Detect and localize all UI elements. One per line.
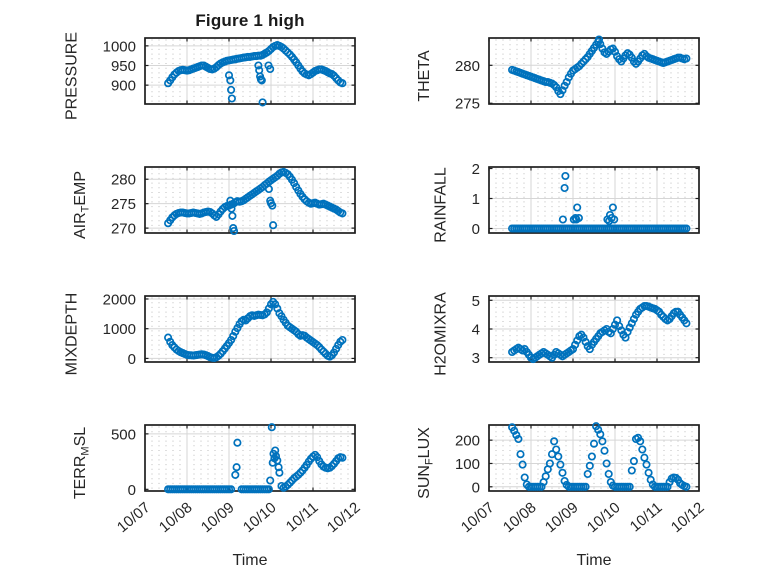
axes-box [488, 166, 700, 234]
subplot-sun_flux: 0 100 200 SUNFLUX 10/07 10/08 10/09 10/10 10/11 1… [416, 422, 708, 536]
x-axis-label-right: Time [576, 552, 612, 569]
tick-marks [144, 425, 356, 491]
x-tick-labels: 10/07 10/08 10/09 10/10 10/11 10/12 [114, 499, 364, 536]
x-axis-label-left: Time [232, 552, 268, 569]
data-points [164, 41, 347, 107]
data-points [508, 422, 691, 491]
svg-text:1000: 1000 [103, 321, 136, 338]
svg-text:10/12: 10/12 [668, 499, 708, 536]
subplot-air_temp: 270 275 280 AIRTEMP [72, 166, 356, 239]
subplot-mixdepth: 0 1000 2000 MIXDEPTH [63, 291, 356, 376]
x-tick-labels: 10/07 10/08 10/09 10/10 10/11 10/12 [458, 499, 708, 536]
svg-text:2000: 2000 [103, 291, 136, 308]
svg-text:1000: 1000 [103, 38, 136, 55]
svg-text:10/08: 10/08 [156, 499, 196, 536]
y-tick-labels: 0 1 2 [472, 161, 480, 238]
axes-box [488, 37, 700, 105]
svg-text:10/07: 10/07 [458, 499, 498, 536]
svg-text:10/12: 10/12 [324, 499, 364, 536]
y-axis-label: PRESSURE [63, 32, 80, 120]
svg-text:275: 275 [455, 96, 480, 113]
grid-major [146, 168, 354, 232]
data-points [508, 35, 691, 99]
data-points [508, 301, 691, 364]
y-tick-labels: 270 275 280 [111, 172, 136, 238]
y-axis-label: RAINFALL [433, 167, 450, 243]
axes-box [144, 166, 356, 234]
subplot-pressure: 900 950 1000 PRESSURE [63, 32, 356, 120]
subplot-terr_msl: 0 500 TERRMSL 10/07 10/08 10/09 10/10 10/11 10/1… [72, 423, 364, 536]
axes-box [144, 37, 356, 105]
tick-marks [144, 167, 356, 233]
data-points [164, 167, 347, 236]
y-tick-labels: 275 280 [455, 58, 480, 113]
svg-text:0: 0 [128, 351, 136, 368]
svg-text:10/11: 10/11 [283, 499, 322, 535]
svg-text:100: 100 [455, 456, 480, 473]
y-axis-label: H2OMIXRA [433, 292, 450, 376]
y-axis-label: TERRMSL [72, 427, 92, 499]
svg-text:4: 4 [472, 322, 480, 339]
svg-text:3: 3 [472, 350, 480, 367]
svg-text:950: 950 [111, 58, 136, 75]
svg-text:0: 0 [472, 221, 480, 238]
grid-major [146, 426, 354, 490]
svg-text:10/08: 10/08 [500, 499, 540, 536]
svg-text:900: 900 [111, 78, 136, 95]
tick-marks [144, 38, 356, 104]
grid-minor [495, 168, 693, 232]
grid-major [146, 297, 354, 361]
data-points [508, 171, 691, 233]
y-tick-labels: 0 1000 2000 [103, 291, 136, 367]
svg-text:200: 200 [455, 433, 480, 450]
tick-marks [488, 167, 700, 233]
axes-box [488, 424, 700, 492]
figure-title: Figure 1 high [195, 11, 305, 30]
svg-text:2: 2 [472, 161, 480, 178]
y-tick-labels: 0 500 [111, 426, 136, 498]
subplot-theta: 275 280 THETA [416, 35, 700, 113]
y-axis-label: THETA [416, 50, 433, 102]
tick-marks [144, 296, 356, 362]
svg-text:0: 0 [472, 479, 480, 496]
svg-text:10/09: 10/09 [542, 499, 582, 536]
y-axis-label: MIXDEPTH [63, 293, 80, 376]
svg-text:500: 500 [111, 426, 136, 443]
grid-major [490, 168, 698, 232]
svg-text:275: 275 [111, 196, 136, 213]
y-tick-labels: 0 100 200 [455, 433, 480, 497]
svg-text:10/10: 10/10 [584, 499, 624, 536]
svg-text:280: 280 [111, 172, 136, 189]
svg-text:270: 270 [111, 221, 136, 238]
svg-text:10/07: 10/07 [114, 499, 154, 536]
data-points [164, 297, 347, 363]
svg-text:10/10: 10/10 [240, 499, 280, 536]
svg-text:10/09: 10/09 [198, 499, 238, 536]
y-tick-labels: 900 950 1000 [103, 38, 136, 94]
y-axis-label: AIRTEMP [72, 171, 92, 239]
tick-marks [488, 38, 700, 104]
data-points [164, 423, 347, 494]
svg-text:10/11: 10/11 [627, 499, 666, 535]
y-axis-label: SUNFLUX [416, 427, 436, 499]
subplot-rainfall: 0 1 2 RAINFALL [433, 161, 700, 243]
subplot-h2omixra: 3 4 5 H2OMIXRA [433, 292, 700, 376]
axes-box [144, 424, 356, 492]
y-tick-labels: 3 4 5 [472, 293, 480, 367]
svg-text:1: 1 [472, 191, 480, 208]
svg-text:5: 5 [472, 293, 480, 310]
svg-text:0: 0 [128, 482, 136, 499]
svg-text:280: 280 [455, 58, 480, 75]
